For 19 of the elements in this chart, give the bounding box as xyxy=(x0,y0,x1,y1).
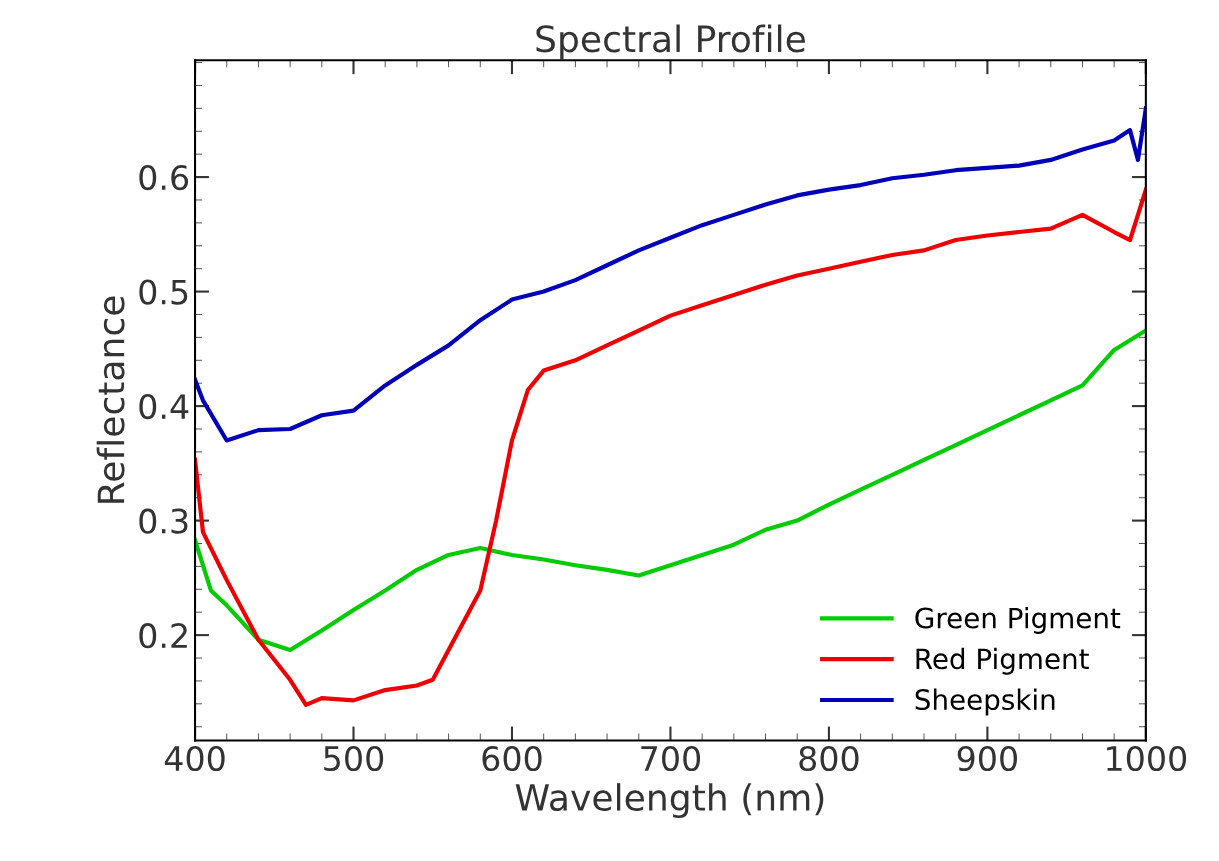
x-tick-label: 900 xyxy=(957,745,1017,772)
chart-title: Spectral Profile xyxy=(536,24,805,60)
line-series xyxy=(195,106,1146,443)
y-axis-title: Reflectance xyxy=(96,296,125,503)
y-tick-label: 0.4 xyxy=(139,394,189,420)
legend-label: Green Pigment xyxy=(915,607,1121,634)
y-tick-label: 0.5 xyxy=(139,279,188,305)
x-tick-label: 500 xyxy=(324,745,384,772)
x-tick-label: 700 xyxy=(641,745,701,772)
x-tick-label: 1000 xyxy=(1107,745,1187,772)
y-tick-label: 0.3 xyxy=(139,508,188,534)
legend-label: Red Pigment xyxy=(916,647,1089,675)
x-tick-label: 600 xyxy=(482,745,542,772)
x-tick-label: 800 xyxy=(799,745,859,772)
x-axis-title: Wavelength (nm) xyxy=(515,783,824,819)
y-tick-label: 0.6 xyxy=(139,164,189,191)
y-tick-label: 0.2 xyxy=(139,623,187,649)
x-tick-label: 400 xyxy=(164,745,225,772)
legend-label: Sheepskin xyxy=(915,688,1055,716)
